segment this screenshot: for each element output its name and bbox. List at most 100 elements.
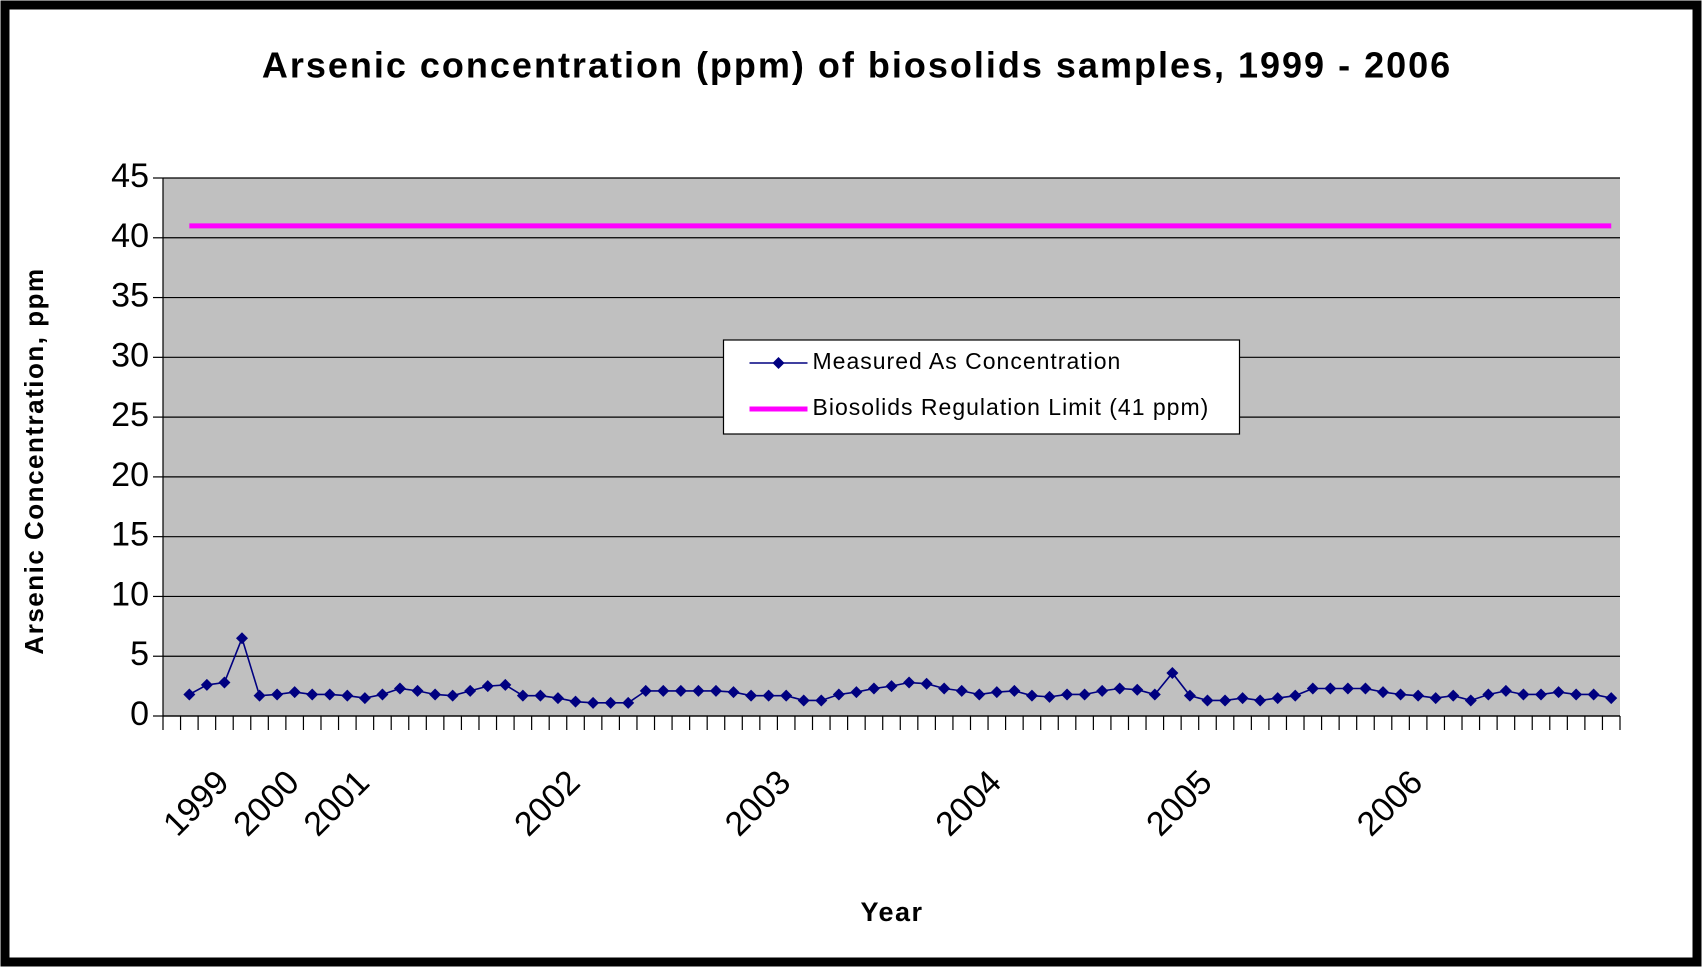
data-point [1078, 688, 1091, 701]
data-point [639, 684, 652, 697]
x-axis-label: Year [860, 897, 923, 927]
plot-area [163, 178, 1620, 716]
data-point [1377, 686, 1390, 699]
data-point [1359, 682, 1372, 695]
data-point [551, 692, 564, 705]
data-point [341, 689, 354, 702]
data-point [1096, 684, 1109, 697]
data-point [727, 686, 740, 699]
data-point [604, 696, 617, 709]
data-point [674, 684, 687, 697]
data-point [780, 689, 793, 702]
data-point [1113, 682, 1126, 695]
data-point [1254, 694, 1267, 707]
legend-label: Measured As Concentration [813, 348, 1122, 374]
data-point [288, 686, 301, 699]
data-point [1464, 694, 1477, 707]
data-point [709, 684, 722, 697]
data-point [1394, 688, 1407, 701]
data-point [867, 682, 880, 695]
data-point [1324, 682, 1337, 695]
y-tick-label: 5 [130, 635, 149, 673]
data-point [762, 689, 775, 702]
data-point [1166, 666, 1179, 679]
data-point [885, 680, 898, 693]
data-point [920, 677, 933, 690]
data-point [1131, 683, 1144, 696]
data-point [1289, 689, 1302, 702]
data-point [955, 684, 968, 697]
legend-marker [772, 357, 785, 369]
data-point [358, 692, 371, 705]
data-point [1412, 689, 1425, 702]
data-point [534, 689, 547, 702]
data-point [1499, 684, 1512, 697]
data-point [393, 682, 406, 695]
y-tick-label: 0 [130, 695, 149, 733]
y-tick-label: 15 [111, 516, 149, 554]
y-tick-label: 40 [111, 217, 149, 255]
y-tick-label: 45 [111, 157, 149, 195]
data-point [1306, 682, 1319, 695]
y-axis-label: Arsenic Concentration, ppm [19, 267, 49, 654]
data-point [1535, 688, 1548, 701]
y-tick-label: 20 [111, 456, 149, 494]
legend-label: Biosolids Regulation Limit (41 ppm) [813, 394, 1210, 420]
data-point [850, 686, 863, 699]
data-point [938, 682, 951, 695]
data-point [797, 694, 810, 707]
data-point [376, 688, 389, 701]
data-point [1236, 692, 1249, 705]
y-tick-label: 25 [111, 396, 149, 434]
data-point [745, 689, 758, 702]
data-point [587, 696, 600, 709]
data-point [446, 689, 459, 702]
data-point [1148, 688, 1161, 701]
data-point [622, 696, 635, 709]
data-point [1201, 694, 1214, 707]
data-point [832, 688, 845, 701]
data-point [464, 684, 477, 697]
data-point [1271, 692, 1284, 705]
data-point [306, 688, 319, 701]
data-point [1341, 682, 1354, 695]
data-point [516, 689, 529, 702]
data-point [1043, 690, 1056, 703]
data-point [815, 694, 828, 707]
data-point [411, 684, 424, 697]
data-point [253, 689, 266, 702]
legend-box [722, 339, 1241, 435]
data-point [1008, 684, 1021, 697]
data-point [481, 680, 494, 693]
data-point [1570, 688, 1583, 701]
data-point [1552, 686, 1565, 699]
data-point [692, 684, 705, 697]
data-point [990, 686, 1003, 699]
data-point [1605, 692, 1618, 705]
data-point [1482, 688, 1495, 701]
data-point [569, 695, 582, 708]
data-point [1587, 688, 1600, 701]
y-tick-label: 10 [111, 575, 149, 613]
data-point [903, 676, 916, 689]
data-point [499, 678, 512, 691]
data-point [973, 688, 986, 701]
chart-title: Arsenic concentration (ppm) of biosolids… [262, 45, 1452, 86]
data-point [218, 676, 231, 689]
data-point [1183, 689, 1196, 702]
data-point [1517, 688, 1530, 701]
data-point [1429, 692, 1442, 705]
series-line [188, 635, 1612, 704]
data-point [323, 688, 336, 701]
data-point [1219, 694, 1232, 707]
data-point [657, 684, 670, 697]
data-point [1447, 689, 1460, 702]
y-tick-label: 35 [111, 277, 149, 315]
data-point [271, 688, 284, 701]
data-point [183, 688, 196, 701]
data-point [1061, 688, 1074, 701]
data-point [200, 678, 213, 691]
y-tick-label: 30 [111, 336, 149, 374]
data-point [1025, 689, 1038, 702]
